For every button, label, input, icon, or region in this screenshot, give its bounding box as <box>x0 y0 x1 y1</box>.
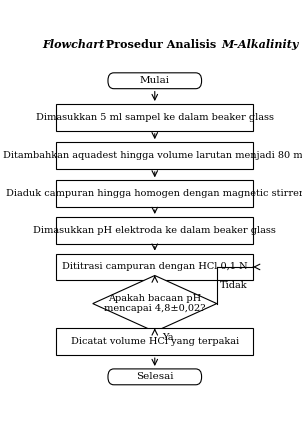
Text: Tidak: Tidak <box>220 281 248 290</box>
Bar <box>56 142 253 169</box>
Text: Flowchart: Flowchart <box>42 39 105 50</box>
Text: Prosedur Analisis: Prosedur Analisis <box>102 39 220 50</box>
Bar <box>56 254 253 281</box>
FancyBboxPatch shape <box>108 369 202 385</box>
Text: Mulai: Mulai <box>140 76 170 85</box>
Bar <box>56 328 253 355</box>
Bar <box>56 104 253 131</box>
Bar <box>56 180 253 207</box>
Text: Apakah bacaan pH
mencapai 4,8±0,02?: Apakah bacaan pH mencapai 4,8±0,02? <box>104 294 206 313</box>
FancyBboxPatch shape <box>108 73 202 89</box>
Text: Dimasukkan pH elektroda ke dalam beaker glass: Dimasukkan pH elektroda ke dalam beaker … <box>33 226 276 235</box>
Polygon shape <box>93 275 217 332</box>
Text: Diaduk campuran hingga homogen dengan magnetic stirrer: Diaduk campuran hingga homogen dengan ma… <box>6 189 302 198</box>
Text: Dicatat volume HCl yang terpakai: Dicatat volume HCl yang terpakai <box>71 337 239 346</box>
Text: Dimasukkan 5 ml sampel ke dalam beaker glass: Dimasukkan 5 ml sampel ke dalam beaker g… <box>36 113 274 122</box>
Text: Dititrasi campuran dengan HCl 0,1 N: Dititrasi campuran dengan HCl 0,1 N <box>62 262 248 271</box>
Text: Ditambahkan aquadest hingga volume larutan menjadi 80 ml: Ditambahkan aquadest hingga volume larut… <box>3 151 302 160</box>
Text: M-Alkalinity: M-Alkalinity <box>221 39 299 50</box>
Text: Ya: Ya <box>162 333 173 342</box>
Bar <box>56 217 253 244</box>
Text: Selesai: Selesai <box>136 373 174 381</box>
